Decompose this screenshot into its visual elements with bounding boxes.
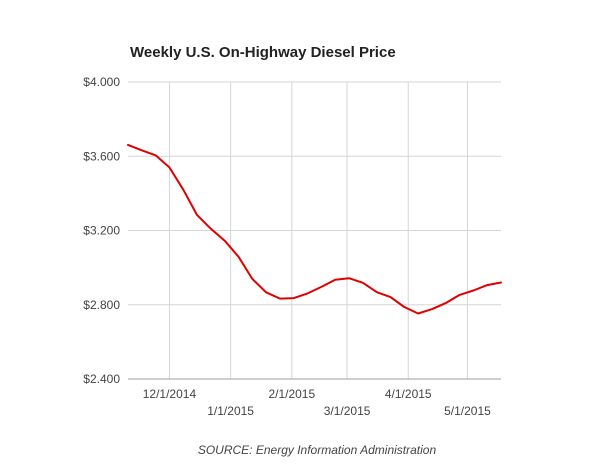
diesel-price-series-line	[127, 143, 502, 315]
x-tick-label: 3/1/2015	[324, 404, 371, 418]
y-tick-label: $2.800	[83, 298, 120, 312]
y-tick-label: $4.000	[83, 75, 120, 89]
y-tick-label: $3.200	[83, 224, 120, 238]
x-tick-label: 2/1/2015	[268, 387, 315, 401]
y-axis-tick-labels: $4.000 $3.600 $3.200 $2.800 $2.400	[83, 75, 120, 386]
x-axis-tick-labels: 12/1/2014 1/1/2015 2/1/2015 3/1/2015 4/1/201…	[143, 387, 491, 418]
x-tick-label: 1/1/2015	[207, 404, 254, 418]
x-tick-label: 5/1/2015	[444, 404, 491, 418]
y-tick-label: $2.400	[83, 372, 120, 386]
source-note: SOURCE: Energy Information Administratio…	[198, 443, 437, 457]
x-tick-label: 12/1/2014	[143, 387, 197, 401]
x-tick-label: 4/1/2015	[385, 387, 432, 401]
series-group	[127, 143, 502, 315]
chart-title: Weekly U.S. On-Highway Diesel Price	[130, 44, 396, 61]
horizontal-gridlines	[128, 81, 501, 380]
y-tick-label: $3.600	[83, 149, 120, 163]
